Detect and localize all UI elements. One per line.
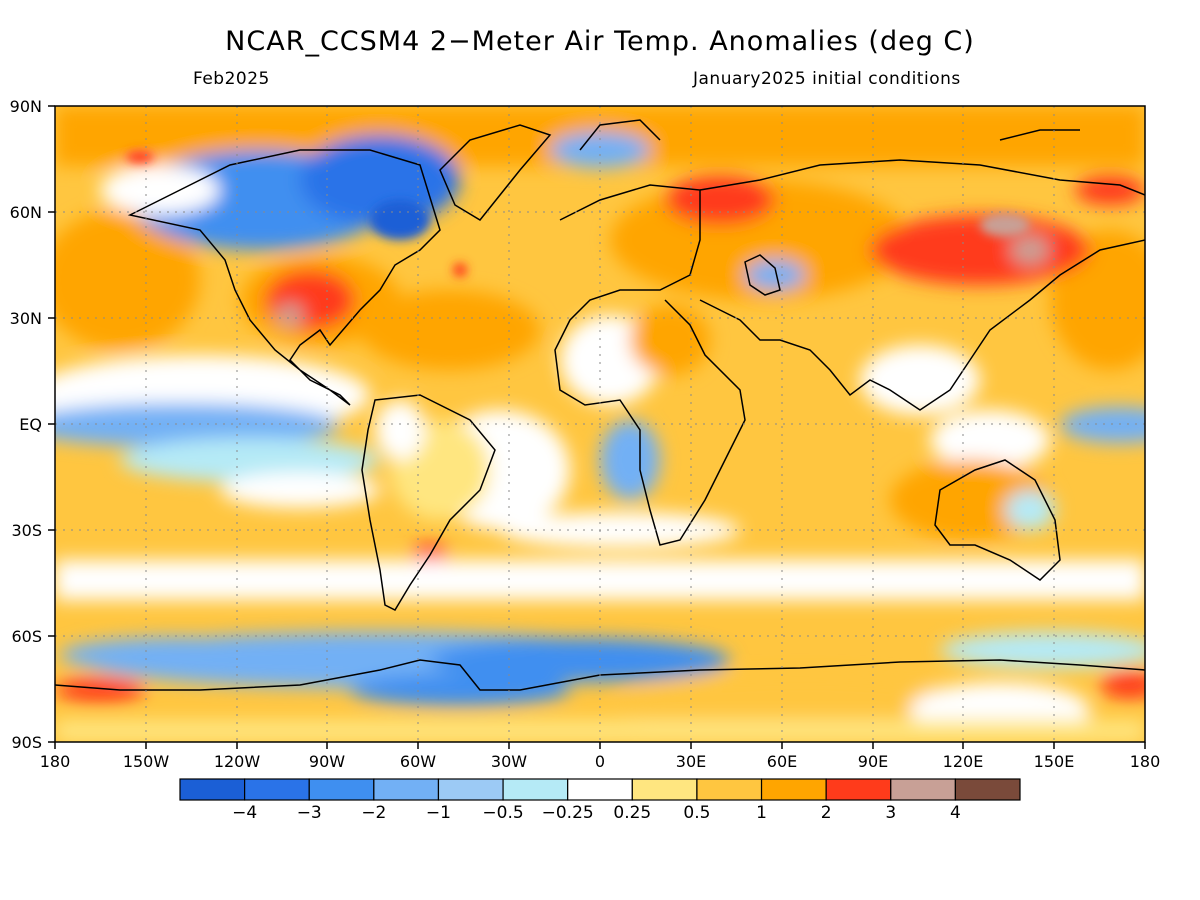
- colorbar-swatch: [179, 778, 246, 801]
- colorbar-swatch: [437, 778, 504, 801]
- colorbar-label: −0.5: [482, 803, 523, 823]
- lat-label-30n: 30N: [10, 309, 42, 328]
- colorbar-label: −0.25: [542, 803, 594, 823]
- colorbar-swatch: [954, 778, 1021, 801]
- lon-label: 90E: [858, 752, 888, 771]
- graticule: [55, 106, 1145, 742]
- colorbar-swatch: [825, 778, 892, 801]
- colorbar-swatch: [502, 778, 569, 801]
- longitude-labels: 180 150W 120W 90W 60W 30W 0 30E 60E 90E …: [40, 752, 1161, 771]
- lat-label-90n: 90N: [10, 97, 42, 116]
- colorbar-swatch: [567, 778, 633, 801]
- colorbar-swatch: [308, 778, 375, 801]
- forecast-month: Feb2025: [193, 69, 270, 89]
- lat-label-60n: 60N: [10, 203, 42, 222]
- lat-label-30s: 30S: [11, 521, 42, 540]
- colorbar-label: 0.5: [683, 803, 710, 823]
- anomaly-field: [55, 106, 1145, 742]
- lat-label-90s: 90S: [11, 733, 42, 752]
- lon-label: 60W: [400, 752, 436, 771]
- colorbar-label: 0.25: [613, 803, 651, 823]
- lon-label: 180: [40, 752, 71, 771]
- map-title: NCAR_CCSM4 2−Meter Air Temp. Anomalies (…: [225, 26, 975, 57]
- lat-label-eq: EQ: [19, 415, 42, 434]
- colorbar-label: 2: [821, 803, 832, 823]
- lat-label-60s: 60S: [11, 627, 42, 646]
- latitude-labels: 90N 60N 30N EQ 30S 60S 90S: [10, 97, 42, 752]
- colorbar-labels: −4 −3 −2 −1 −0.5 −0.25 0.25 0.5 1 2 3 4: [232, 803, 961, 823]
- colorbar-label: −1: [426, 803, 451, 823]
- colorbar: [179, 778, 1021, 801]
- lon-label: 90W: [309, 752, 345, 771]
- colorbar-swatch: [760, 778, 827, 801]
- lon-label: 30E: [676, 752, 706, 771]
- colorbar-label: −4: [232, 803, 257, 823]
- lon-label: 0: [595, 752, 605, 771]
- colorbar-label: 4: [950, 803, 961, 823]
- colorbar-swatch: [631, 778, 698, 801]
- colorbar-swatch: [373, 778, 440, 801]
- lon-label: 120E: [943, 752, 984, 771]
- lon-label: 60E: [767, 752, 797, 771]
- tick-marks: [48, 105, 1146, 749]
- lon-label: 30W: [491, 752, 527, 771]
- lon-label: 150W: [123, 752, 170, 771]
- colorbar-swatch: [244, 778, 310, 801]
- colorbar-label: 1: [756, 803, 767, 823]
- colorbar-swatch: [696, 778, 763, 801]
- coastlines: [55, 119, 1145, 691]
- colorbar-label: −2: [361, 803, 386, 823]
- lon-label: 120W: [214, 752, 261, 771]
- lon-label: 150E: [1034, 752, 1075, 771]
- initial-conditions: January2025 initial conditions: [693, 69, 961, 89]
- colorbar-swatch: [890, 778, 956, 801]
- colorbar-label: 3: [885, 803, 896, 823]
- colorbar-label: −3: [297, 803, 322, 823]
- lon-label: 180: [1130, 752, 1161, 771]
